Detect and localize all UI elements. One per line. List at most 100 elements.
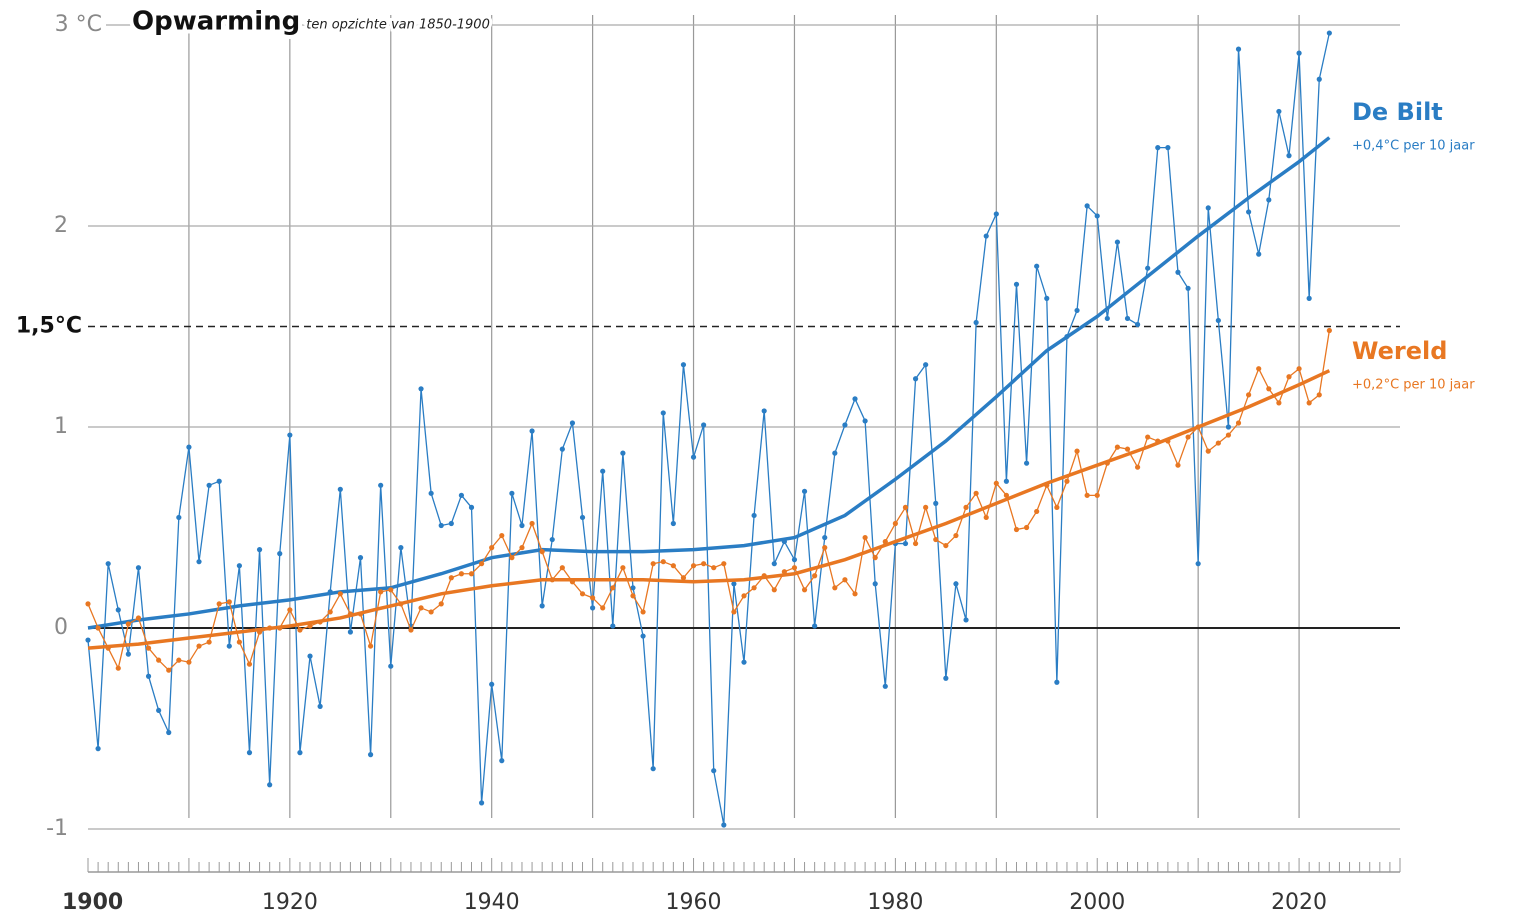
data-point (630, 585, 636, 591)
y-tick-label: 0 (54, 615, 68, 640)
x-tick-label: 2000 (1069, 890, 1125, 915)
data-point (963, 617, 969, 623)
data-point (499, 532, 505, 539)
data-point (1124, 315, 1131, 322)
data-point (1155, 145, 1161, 151)
data-point (125, 651, 131, 657)
data-point (166, 667, 172, 673)
data-point (963, 504, 969, 510)
data-point (680, 575, 687, 581)
data-point (1185, 434, 1191, 440)
trend-label: +0,4°C per 10 jaar (1352, 139, 1475, 154)
data-point (892, 520, 898, 527)
data-point (579, 591, 586, 597)
data-point (1326, 30, 1332, 36)
data-point (539, 603, 545, 609)
data-point (993, 480, 999, 486)
data-point (317, 619, 323, 625)
data-point (549, 577, 555, 583)
trend-line (87, 369, 1331, 650)
data-point (327, 609, 333, 615)
data-point (357, 611, 364, 617)
data-point (145, 645, 152, 651)
data-point (539, 549, 545, 555)
data-point (1074, 448, 1080, 454)
data-point (479, 800, 485, 806)
data-point (610, 585, 616, 591)
data-point (418, 605, 424, 611)
data-point (206, 482, 212, 488)
y-tick-label: 2 (54, 213, 68, 238)
data-point (559, 446, 565, 452)
data-point (943, 542, 949, 549)
data-point (640, 633, 646, 639)
data-point (660, 410, 666, 416)
data-point (933, 536, 939, 543)
data-point (176, 514, 182, 521)
data-point (1286, 374, 1292, 380)
data-point (610, 623, 616, 629)
data-point (287, 432, 293, 438)
x-tick-label: 1980 (867, 890, 923, 915)
data-point (186, 444, 192, 450)
data-point (781, 569, 787, 575)
data-point (186, 659, 192, 665)
data-point (721, 822, 727, 828)
data-point (590, 595, 596, 601)
data-point (337, 591, 343, 597)
data-point (388, 587, 394, 593)
data-point (479, 561, 485, 567)
data-point (1023, 524, 1030, 531)
data-point (801, 488, 808, 494)
data-point (226, 643, 232, 649)
data-point (1225, 432, 1232, 438)
data-point (297, 750, 303, 756)
data-point (1094, 213, 1100, 219)
data-point (307, 653, 313, 659)
data-point (680, 362, 687, 368)
data-point (1054, 679, 1060, 685)
data-point (1084, 492, 1090, 498)
data-point (95, 746, 101, 752)
data-point (993, 211, 999, 217)
data-point (973, 319, 979, 326)
data-point (822, 545, 828, 551)
data-point (1205, 448, 1211, 454)
data-point (398, 601, 404, 607)
data-point (1034, 263, 1040, 269)
data-point (1306, 295, 1312, 301)
data-point (771, 561, 777, 567)
data-point (832, 450, 838, 456)
data-point (1013, 526, 1020, 533)
data-point (509, 555, 515, 561)
data-point (791, 557, 798, 563)
data-line (87, 330, 1330, 672)
series-label: De Bilt (1352, 98, 1443, 126)
data-point (95, 625, 101, 631)
data-point (246, 661, 253, 667)
data-point (216, 478, 222, 484)
data-point (741, 659, 747, 665)
data-point (1034, 508, 1040, 515)
data-point (1296, 366, 1302, 372)
data-point (1165, 145, 1171, 151)
data-point (983, 514, 989, 521)
data-point (620, 450, 626, 456)
data-point (569, 579, 576, 585)
data-point (1003, 492, 1010, 498)
data-point (983, 233, 989, 239)
data-point (1256, 251, 1262, 257)
data-point (852, 591, 858, 597)
data-point (468, 504, 475, 510)
data-point (1044, 482, 1050, 488)
data-point (1205, 205, 1211, 211)
data-point (428, 490, 434, 496)
data-point (438, 522, 444, 529)
data-point (1225, 424, 1232, 430)
data-point (882, 683, 888, 689)
data-point (761, 573, 767, 579)
data-point (701, 422, 707, 428)
data-point (1145, 434, 1151, 440)
data-point (166, 729, 172, 736)
data-point (690, 563, 697, 569)
